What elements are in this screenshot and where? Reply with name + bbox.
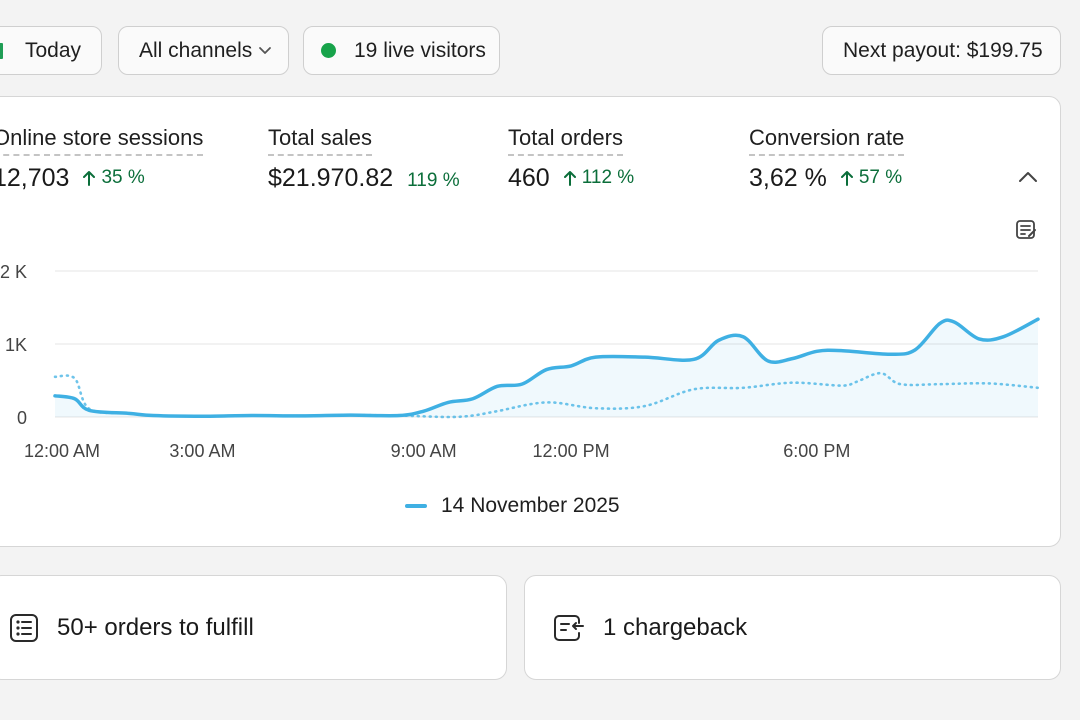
metric-label: Online store sessions	[0, 125, 204, 156]
arrow-up-icon	[563, 171, 576, 186]
channel-filter-dropdown[interactable]: All channels	[118, 26, 289, 75]
metric-label: Total sales	[268, 125, 372, 156]
analytics-card: 0 1K 2 K 12:00 AM 3:00 AM 9:00 AM 12:00 PM 6:00…	[0, 96, 1061, 547]
sessions-chart: 0 1K 2 K 12:00 AM 3:00 AM 9:00 AM 12:00 PM 6:00…	[0, 262, 1040, 461]
chargeback-label: 1 chargeback	[603, 613, 748, 641]
live-visitors-button[interactable]: 19 live visitors	[303, 26, 500, 75]
x-tick-label: 12:00 AM	[24, 441, 100, 461]
chevron-down-icon	[259, 46, 272, 54]
channel-filter-label: All channels	[139, 38, 253, 62]
x-tick-label: 3:00 AM	[169, 441, 235, 461]
chargeback-icon	[553, 613, 585, 643]
orders-to-fulfill-card[interactable]: 50+ orders to fulfill	[0, 575, 507, 680]
metric-value: 3,62 %	[749, 164, 827, 192]
metric-label: Conversion rate	[749, 125, 905, 156]
metric-label: Total orders	[508, 125, 623, 156]
live-status-dot	[321, 43, 336, 58]
x-tick-label: 12:00 PM	[533, 441, 610, 461]
metric-change: 112 %	[563, 167, 635, 189]
series-line-current	[53, 317, 1040, 419]
y-tick-label: 2 K	[0, 262, 27, 282]
list-icon	[9, 613, 39, 643]
chart-legend: 14 November 2025	[405, 494, 620, 518]
metric-change-value: 35 %	[101, 167, 145, 188]
metric-conversion-rate[interactable]: Conversion rate 3,62 % 57 %	[749, 125, 905, 193]
x-tick-label: 9:00 AM	[391, 441, 457, 461]
series-line-comparison	[53, 371, 1040, 419]
y-tick-label: 1K	[5, 335, 27, 355]
metric-total-orders[interactable]: Total orders 460 112 %	[508, 125, 634, 193]
today-indicator	[0, 42, 3, 59]
metric-change: 35 %	[83, 167, 145, 189]
metric-change: 57 %	[840, 167, 903, 189]
metric-change: 119 %	[407, 170, 459, 192]
metric-sessions[interactable]: Online store sessions 12,703 35 %	[0, 125, 204, 193]
next-payout-label: Next payout: $199.75	[843, 38, 1043, 62]
y-tick-label: 0	[17, 408, 27, 428]
orders-to-fulfill-label: 50+ orders to fulfill	[57, 613, 254, 641]
x-tick-label: 6:00 PM	[783, 441, 850, 461]
live-visitors-label: 19 live visitors	[354, 38, 486, 62]
series-area	[55, 319, 1038, 417]
metric-value: $21.970.82	[268, 164, 394, 192]
notes-icon[interactable]	[1014, 218, 1038, 242]
next-payout-button[interactable]: Next payout: $199.75	[822, 26, 1061, 75]
metric-value: 460	[508, 164, 550, 192]
legend-label: 14 November 2025	[441, 494, 620, 517]
chevron-up-icon[interactable]	[1016, 167, 1040, 187]
arrow-up-icon	[840, 171, 853, 186]
metric-change-value: 119 %	[407, 170, 460, 191]
metric-total-sales[interactable]: Total sales $21.970.82 119 %	[268, 125, 460, 193]
metric-change-value: 112 %	[581, 167, 635, 188]
date-filter-button[interactable]: Today	[0, 26, 102, 75]
metric-value: 12,703	[0, 164, 70, 192]
legend-swatch	[405, 504, 427, 508]
arrow-up-icon	[83, 171, 96, 186]
date-filter-label: Today	[25, 38, 82, 62]
metric-change-value: 57 %	[858, 167, 903, 188]
chargeback-card[interactable]: 1 chargeback	[524, 575, 1061, 680]
